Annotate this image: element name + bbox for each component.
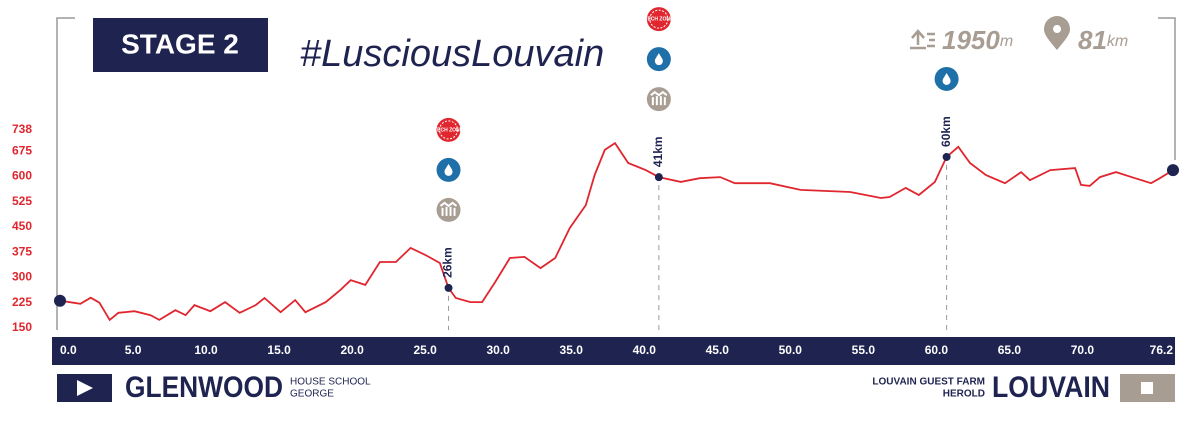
tech-zone-ring — [649, 9, 669, 29]
frame-left — [56, 17, 75, 330]
x-tick-label: 60.0 — [925, 343, 949, 357]
start-town: GEORGE — [290, 389, 334, 400]
feed-figures — [650, 90, 668, 106]
marker-dot — [942, 152, 951, 161]
water-icon — [646, 47, 671, 72]
finish-venue: LOUVAIN GUEST FARM — [872, 377, 985, 388]
marker-label: 26km — [441, 247, 455, 278]
finish-town: HEROLD — [943, 389, 985, 400]
y-tick-label: 375 — [12, 244, 32, 258]
hashtag: #LusciousLouvain — [300, 33, 604, 75]
tech-icon: TECH ZONE — [434, 117, 464, 142]
y-tick-label: 675 — [12, 143, 32, 157]
elevation-line — [59, 141, 1174, 322]
y-tick-label: 525 — [12, 194, 32, 208]
water-drop — [654, 53, 663, 66]
y-tick-label: 150 — [12, 320, 32, 334]
x-tick-label: 35.0 — [560, 343, 584, 357]
x-tick-label: 15.0 — [267, 343, 291, 357]
x-tick-label: 40.0 — [633, 343, 657, 357]
tech-zone-circle — [646, 7, 671, 32]
header-stats: 1950m 81km — [910, 16, 1128, 55]
climb-value: 1950 — [942, 25, 1000, 55]
endpoint — [54, 294, 66, 307]
x-tick-label: 55.0 — [852, 343, 876, 357]
x-axis-band — [52, 337, 1175, 365]
water-drop — [942, 72, 951, 85]
y-tick-label: 600 — [12, 169, 32, 183]
x-tick-label: 0.0 — [60, 343, 77, 357]
x-tick-label: 10.0 — [194, 343, 218, 357]
tech-zone-label: TECH ZONE — [434, 127, 464, 133]
climb-icon — [910, 29, 935, 50]
distance-value: 81 — [1078, 25, 1107, 55]
finish-icon — [1141, 382, 1153, 394]
feed-circle — [646, 87, 671, 112]
distance-unit: km — [1107, 33, 1128, 50]
water-icon — [934, 66, 959, 91]
water-icon — [436, 157, 461, 182]
y-tick-label: 738 — [12, 122, 32, 136]
x-tick-label: 76.2 — [1150, 343, 1174, 357]
feed-icon — [646, 87, 671, 112]
tech-zone-label: TECH ZONE — [644, 16, 674, 22]
x-tick-label: 70.0 — [1071, 343, 1095, 357]
stage-title: STAGE 2 — [121, 28, 239, 59]
feed-icon — [436, 197, 461, 222]
water-drop — [444, 163, 453, 176]
x-tick-label: 45.0 — [706, 343, 730, 357]
stage-box — [93, 18, 268, 72]
x-tick-label: 20.0 — [340, 343, 364, 357]
x-tick-label: 65.0 — [998, 343, 1022, 357]
x-tick-label: 50.0 — [779, 343, 803, 357]
tech-zone-ring — [439, 120, 459, 140]
start-venue: HOUSE SCHOOL — [290, 377, 371, 388]
marker-dot — [444, 283, 453, 292]
start-icon — [77, 380, 93, 396]
climb-unit: m — [1000, 33, 1013, 50]
marker-dot — [654, 173, 663, 182]
frame — [56, 17, 1176, 330]
tech-zone-circle — [436, 117, 461, 142]
tech-icon: TECH ZONE — [644, 7, 674, 32]
feed-circle — [436, 197, 461, 222]
start-name: GLENWOOD — [125, 371, 283, 404]
frame-right — [1158, 17, 1176, 160]
marker-label: 60km — [939, 116, 953, 147]
distance-icon — [1044, 16, 1070, 50]
marker-label: 41km — [651, 136, 665, 167]
x-tick-label: 30.0 — [487, 343, 511, 357]
distance: 81km — [1078, 25, 1128, 55]
finish-name: LOUVAIN — [992, 371, 1110, 404]
y-tick-label: 300 — [12, 270, 32, 284]
y-tick-label: 225 — [12, 295, 32, 309]
endpoint — [1167, 164, 1179, 177]
feed-figures — [439, 201, 458, 216]
y-tick-label: 450 — [12, 219, 32, 233]
x-tick-label: 25.0 — [413, 343, 437, 357]
x-tick-label: 5.0 — [125, 343, 142, 357]
climb: 1950m — [942, 25, 1013, 55]
